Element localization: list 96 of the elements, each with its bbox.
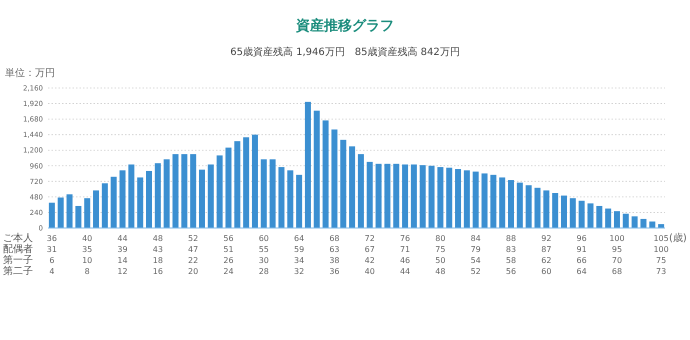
bar xyxy=(260,159,267,228)
bar xyxy=(322,120,329,228)
bar xyxy=(270,159,276,228)
x-axis-title: (歳) xyxy=(669,232,687,244)
bar xyxy=(252,134,258,228)
bar xyxy=(181,154,188,228)
bar xyxy=(278,167,284,228)
bar xyxy=(102,183,108,228)
bar xyxy=(146,170,152,228)
x-tick-label: 100 95 70 68 xyxy=(609,234,625,276)
bar xyxy=(632,216,638,228)
bar xyxy=(482,173,488,228)
x-tick-label: 80 75 50 48 xyxy=(435,234,446,276)
bar xyxy=(543,190,550,228)
bar xyxy=(172,154,178,228)
bar xyxy=(287,170,294,228)
bar xyxy=(614,211,620,228)
bar xyxy=(304,102,311,228)
bar xyxy=(154,163,161,228)
bar xyxy=(570,198,576,228)
bar xyxy=(526,185,532,228)
text: ご本人 xyxy=(3,232,33,244)
bar xyxy=(446,168,452,228)
bar xyxy=(640,218,646,228)
bar xyxy=(587,203,594,228)
bar xyxy=(93,190,100,228)
x-tick-label: 60 55 30 28 xyxy=(258,234,269,276)
x-tick-label: 44 39 14 12 xyxy=(117,234,128,276)
bar xyxy=(190,154,196,228)
text: 配偶者 xyxy=(3,243,33,255)
bar xyxy=(84,198,90,228)
bar xyxy=(314,110,320,228)
y-axis-title: 単位：万円 xyxy=(5,67,55,79)
x-tick-label: 105 100 75 73 xyxy=(653,234,669,276)
x-tick-label: 92 87 62 60 xyxy=(541,234,552,276)
bar xyxy=(216,155,223,228)
bar xyxy=(410,164,417,228)
bar xyxy=(560,196,567,228)
bar xyxy=(622,214,629,228)
bar xyxy=(464,170,470,228)
text: 第一子 xyxy=(3,254,33,266)
bar xyxy=(516,182,523,228)
bar xyxy=(66,194,73,228)
bar xyxy=(649,222,656,228)
bar xyxy=(164,159,170,228)
x-tick-label: 40 35 10 8 xyxy=(82,234,92,276)
bar xyxy=(296,174,302,228)
bar xyxy=(340,140,346,228)
x-tick-label: 64 59 34 32 xyxy=(294,234,304,276)
bar xyxy=(358,154,364,228)
bar xyxy=(578,200,585,228)
bar xyxy=(128,164,134,228)
bar xyxy=(366,162,373,228)
x-tick-label: 84 79 54 52 xyxy=(470,234,481,276)
text: 第二子 xyxy=(3,265,33,277)
bar xyxy=(75,206,82,228)
bar xyxy=(393,164,400,228)
bar xyxy=(428,166,435,228)
bar xyxy=(137,177,144,228)
bar xyxy=(225,148,232,228)
bar xyxy=(402,164,408,228)
x-tick-label: 52 47 22 20 xyxy=(188,234,198,276)
bar xyxy=(420,165,426,228)
bar xyxy=(552,193,558,228)
bar xyxy=(508,180,514,228)
x-tick-label: 96 91 66 64 xyxy=(576,234,587,276)
x-tick-label: 76 71 46 44 xyxy=(400,234,410,276)
bar xyxy=(534,188,541,228)
x-tick-label: 36 31 6 4 xyxy=(46,234,57,276)
bar xyxy=(110,176,117,228)
bar xyxy=(596,206,602,228)
bar xyxy=(48,202,55,228)
bar xyxy=(472,172,479,228)
bar xyxy=(376,164,382,228)
x-tick-label: 56 51 26 24 xyxy=(223,234,234,276)
bar xyxy=(58,198,64,228)
bar xyxy=(234,141,240,228)
chart-title: 資産推移グラフ xyxy=(295,17,394,34)
bar xyxy=(208,164,214,228)
bar xyxy=(384,164,390,228)
bar xyxy=(331,129,338,228)
bar xyxy=(605,208,612,228)
x-tick-label: 68 63 38 36 xyxy=(329,234,340,276)
bar xyxy=(499,177,506,228)
bar xyxy=(490,174,496,228)
bar xyxy=(243,137,250,228)
bar xyxy=(349,146,356,228)
bar xyxy=(658,224,664,228)
x-tick-label: 48 43 18 16 xyxy=(152,234,163,276)
chart-subtitle: 65歳資産残高 1,946万円 85歳資産残高 842万円 xyxy=(230,46,460,58)
bar xyxy=(455,169,462,228)
bar xyxy=(198,170,205,228)
bar xyxy=(437,167,444,228)
x-tick-label: 72 67 42 40 xyxy=(364,234,375,276)
bar xyxy=(120,170,126,228)
x-tick-label: 88 83 58 56 xyxy=(506,234,516,276)
